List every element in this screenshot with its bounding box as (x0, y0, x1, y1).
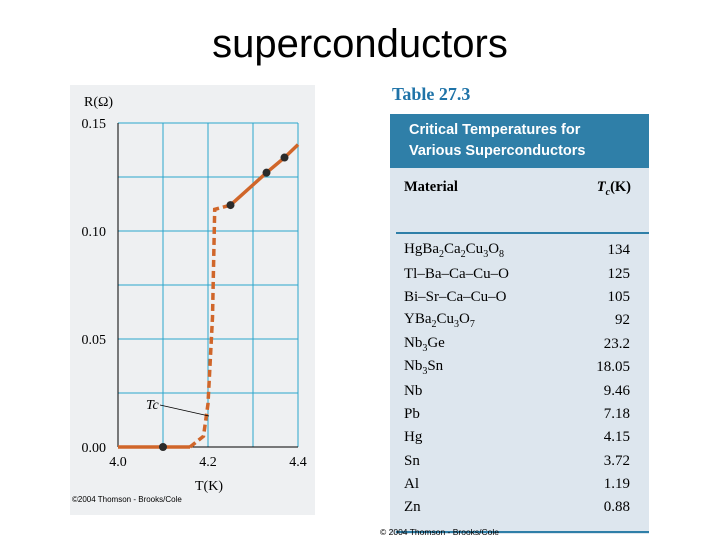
material-cell: Hg (404, 429, 423, 446)
table-caption-line-1: Critical Temperatures for (409, 122, 581, 138)
table-row: Nb 9.46 (390, 379, 649, 402)
chart-tick-labels: 0.00 0.05 0.10 0.15 4.0 4.2 4.4 (82, 117, 307, 470)
table-row: YBa2Cu3O7 92 (390, 309, 649, 332)
tc-cell: 134 (607, 242, 631, 259)
material-cell: Nb3Sn (404, 358, 444, 378)
tc-cell: 0.88 (603, 499, 630, 516)
table-row: Bi–Sr–Ca–Cu–O 105 (390, 286, 649, 309)
material-cell: Tl–Ba–Ca–Cu–O (404, 265, 509, 282)
tc-cell: 125 (607, 265, 631, 282)
col-tc-header: Tc(K) (596, 179, 631, 198)
table-caption: Critical Temperatures for Various Superc… (390, 114, 649, 168)
table-row: Tl–Ba–Ca–Cu–O 125 (390, 262, 649, 285)
table-row: Pb 7.18 (390, 403, 649, 426)
table-column-headers: Material Tc(K) (390, 168, 649, 202)
tc-cell: 7.18 (603, 405, 630, 422)
material-cell: Al (404, 476, 419, 493)
y-tick-label: 0.15 (82, 117, 107, 132)
table-row: Al 1.19 (390, 473, 649, 496)
tc-cell: 92 (615, 312, 630, 329)
table-row: Nb3Sn 18.05 (390, 356, 649, 379)
tc-cell: 23.2 (603, 335, 630, 352)
material-cell: Nb (404, 382, 423, 399)
table-caption-line-2: Various Superconductors (409, 143, 586, 159)
table-row: Zn 0.88 (390, 496, 649, 519)
header-rule (396, 232, 649, 234)
tc-cell: 9.46 (603, 382, 630, 399)
tc-annotation: Tc (146, 398, 160, 413)
material-cell: YBa2Cu3O7 (404, 311, 475, 331)
table-row: Nb3Ge 23.2 (390, 333, 649, 356)
series-segment-transition (188, 203, 231, 449)
table-credit: © 2004 Thomson - Brooks/Cole (380, 527, 500, 537)
col-material-header: Material (404, 179, 458, 195)
slide-title: superconductors (212, 22, 508, 66)
tc-cell: 1.19 (603, 476, 630, 493)
y-axis-label: R(Ω) (84, 95, 113, 110)
bottom-rule (396, 531, 649, 533)
table-27-3: Table 27.3 Critical Temperatures for Var… (390, 84, 650, 534)
x-tick-label: 4.4 (289, 455, 307, 470)
tc-annotation-leader (159, 404, 210, 417)
tc-cell: 3.72 (603, 452, 630, 469)
material-cell: Zn (404, 499, 421, 516)
x-tick-label: 4.2 (199, 455, 217, 470)
table-rows: HgBa2Ca2Cu3O8 134 Tl–Ba–Ca–Cu–O 125 Bi–Sr–Ca… (390, 239, 649, 520)
table-row: Sn 3.72 (390, 450, 649, 473)
data-point-marker (280, 153, 289, 162)
tc-cell: 18.05 (596, 359, 630, 376)
table-row: HgBa2Ca2Cu3O8 134 (390, 239, 649, 262)
data-point-marker (226, 201, 235, 210)
tc-cell: 105 (607, 288, 631, 305)
table-heading: Table 27.3 (392, 84, 471, 104)
material-cell: HgBa2Ca2Cu3O8 (404, 241, 505, 261)
chart-markers (159, 153, 289, 451)
table-row: Hg 4.15 (390, 426, 649, 449)
y-tick-label: 0.00 (82, 441, 107, 456)
y-tick-label: 0.10 (82, 225, 107, 240)
x-tick-label: 4.0 (109, 455, 127, 470)
material-cell: Sn (404, 452, 420, 469)
x-axis-label: T(K) (195, 479, 223, 494)
material-cell: Nb3Ge (404, 334, 445, 354)
material-cell: Bi–Sr–Ca–Cu–O (404, 288, 507, 305)
series-segment-normal (229, 143, 300, 207)
material-cell: Pb (404, 405, 420, 422)
y-tick-label: 0.05 (82, 333, 107, 348)
data-point-marker (159, 443, 167, 451)
data-point-marker (262, 168, 271, 177)
chart-credit: ©2004 Thomson - Brooks/Cole (72, 495, 182, 504)
table-panel: Critical Temperatures for Various Superc… (390, 114, 649, 534)
tc-cell: 4.15 (603, 429, 630, 446)
